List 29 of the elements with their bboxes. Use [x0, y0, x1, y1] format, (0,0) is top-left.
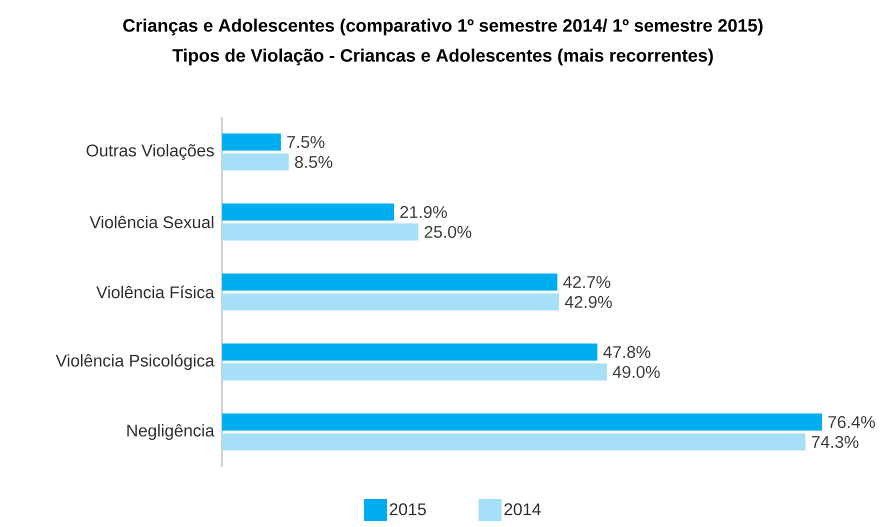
- data-label: 42.9%: [564, 296, 612, 308]
- bar: [222, 133, 281, 151]
- bar: [222, 293, 559, 311]
- data-label: 42.7%: [563, 276, 610, 288]
- legend-label: 2015: [390, 503, 426, 516]
- data-label: 74.3%: [812, 436, 858, 448]
- bar: [222, 203, 394, 221]
- data-label: 76.4%: [828, 416, 875, 428]
- y-tick-label: Negligência: [127, 424, 214, 440]
- chart-title: Crianças e Adolescentes (comparativo 1º semestre 2014/ 1º semestre 2015): [123, 18, 763, 36]
- data-label: 21.9%: [400, 206, 447, 218]
- data-label: 7.5%: [287, 136, 324, 148]
- bar: [222, 153, 289, 171]
- y-tick-label: Violência Psicológica: [56, 354, 214, 370]
- bar: [222, 273, 558, 291]
- chart-subtitle: Tipos de Violação - Criancas e Adolescentes (mais recorrentes): [172, 48, 713, 66]
- bar: [222, 343, 598, 361]
- bar: [222, 413, 822, 431]
- bar: [222, 433, 806, 451]
- data-label: 8.5%: [295, 156, 332, 168]
- y-tick-label: Violência Sexual: [90, 216, 214, 228]
- data-label: 49.0%: [612, 366, 660, 378]
- data-label: 25.0%: [424, 226, 472, 238]
- bar: [222, 223, 418, 241]
- y-tick-label: Outras Violações: [86, 144, 214, 160]
- data-label: 47.8%: [603, 346, 650, 358]
- legend-label: 2014: [504, 503, 541, 516]
- y-tick-label: Violência Física: [96, 286, 214, 298]
- bar: [222, 363, 607, 381]
